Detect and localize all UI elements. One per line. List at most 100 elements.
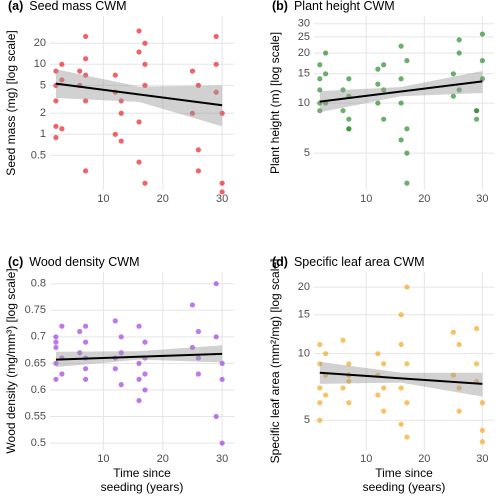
x-tick-label: 10 xyxy=(360,193,372,205)
point xyxy=(136,49,142,55)
y-tick-label: 0.75 xyxy=(25,304,46,316)
y-tick-label: 15 xyxy=(298,68,310,80)
point xyxy=(473,108,480,114)
y-axis-label: Wood density (mg/mm³) [log scale] xyxy=(4,268,18,453)
x-tick-label: 10 xyxy=(97,453,109,465)
point xyxy=(479,427,485,434)
point xyxy=(340,87,346,93)
point xyxy=(340,337,346,343)
point xyxy=(59,77,65,83)
fit-line xyxy=(55,352,223,361)
point xyxy=(346,126,352,132)
point xyxy=(213,33,219,40)
point xyxy=(398,312,404,318)
point xyxy=(398,76,404,82)
point xyxy=(317,76,323,82)
point xyxy=(346,378,352,384)
y-tick-label: 10 xyxy=(298,97,310,109)
point xyxy=(398,385,404,391)
point xyxy=(53,376,59,382)
point xyxy=(340,385,346,391)
point xyxy=(404,284,410,290)
point xyxy=(398,137,404,143)
point xyxy=(317,108,323,114)
point xyxy=(398,43,404,49)
point xyxy=(142,40,148,46)
point xyxy=(479,439,485,445)
point xyxy=(213,334,219,340)
point xyxy=(404,400,410,406)
y-tick-label: 20 xyxy=(298,47,310,59)
point xyxy=(450,71,456,77)
point xyxy=(340,108,346,114)
title-text: Seed mass CWM xyxy=(29,0,126,13)
y-tick-label: 0.7 xyxy=(31,331,46,343)
point xyxy=(118,334,124,340)
point xyxy=(136,360,142,366)
point xyxy=(53,334,59,340)
panel-label: (d) xyxy=(272,255,288,269)
panel-title: (a) Seed mass CWM xyxy=(8,0,127,13)
point xyxy=(473,361,480,367)
point xyxy=(195,168,201,174)
point xyxy=(83,98,89,104)
y-tick-label: 10 xyxy=(298,348,310,360)
y-tick-label: 0.6 xyxy=(31,384,46,396)
x-tick-label: 20 xyxy=(157,453,169,465)
x-tick-label: 20 xyxy=(157,193,169,205)
point xyxy=(381,62,387,68)
title-text: Wood density CWM xyxy=(29,255,139,269)
point xyxy=(404,434,410,440)
y-tick-label: 5 xyxy=(40,79,46,91)
point xyxy=(112,366,118,372)
point xyxy=(404,58,410,64)
point xyxy=(83,366,89,372)
point xyxy=(219,360,225,366)
point xyxy=(317,341,323,348)
point xyxy=(83,168,89,174)
point xyxy=(456,385,462,391)
panel-title: (b) Plant height CWM xyxy=(272,0,395,13)
point xyxy=(118,138,124,144)
panel: 5 10 15 20 10 20 30 (d) Specific leaf area CWM Sp… xyxy=(268,255,494,494)
y-axis-label: Specific leaf area (mm²/mg) [log scale] xyxy=(268,259,282,464)
y-tick-label: 30 xyxy=(298,18,310,30)
fit-line xyxy=(55,82,223,107)
point xyxy=(375,66,381,72)
y-tick-label: 20 xyxy=(298,281,310,293)
x-tick-label: 30 xyxy=(476,453,488,465)
point xyxy=(450,329,456,335)
y-tick-label: 0.65 xyxy=(25,357,46,369)
point xyxy=(142,339,148,345)
x-tick-label: 30 xyxy=(216,453,228,465)
panel-title: (d) Specific leaf area CWM xyxy=(272,255,425,269)
point xyxy=(404,150,410,156)
point xyxy=(404,126,410,132)
point xyxy=(83,56,89,62)
point xyxy=(195,82,201,88)
point xyxy=(53,68,59,74)
point xyxy=(456,87,462,93)
point xyxy=(381,116,387,122)
x-tick-label: 20 xyxy=(418,453,430,465)
point xyxy=(83,33,89,40)
point xyxy=(53,98,59,104)
point xyxy=(346,116,352,122)
y-axis-label: Plant height (m) [log scale] xyxy=(268,32,282,174)
point xyxy=(189,302,196,308)
point xyxy=(142,61,148,67)
point xyxy=(317,87,323,93)
point xyxy=(219,376,225,382)
point xyxy=(456,341,462,348)
point xyxy=(83,323,89,329)
point xyxy=(142,387,148,393)
point xyxy=(136,376,142,382)
point xyxy=(317,385,323,391)
panel-title: (c) Wood density CWM xyxy=(8,255,140,269)
point xyxy=(404,361,410,367)
point xyxy=(456,408,462,414)
point xyxy=(118,350,124,356)
point xyxy=(479,31,485,37)
point xyxy=(375,81,381,87)
